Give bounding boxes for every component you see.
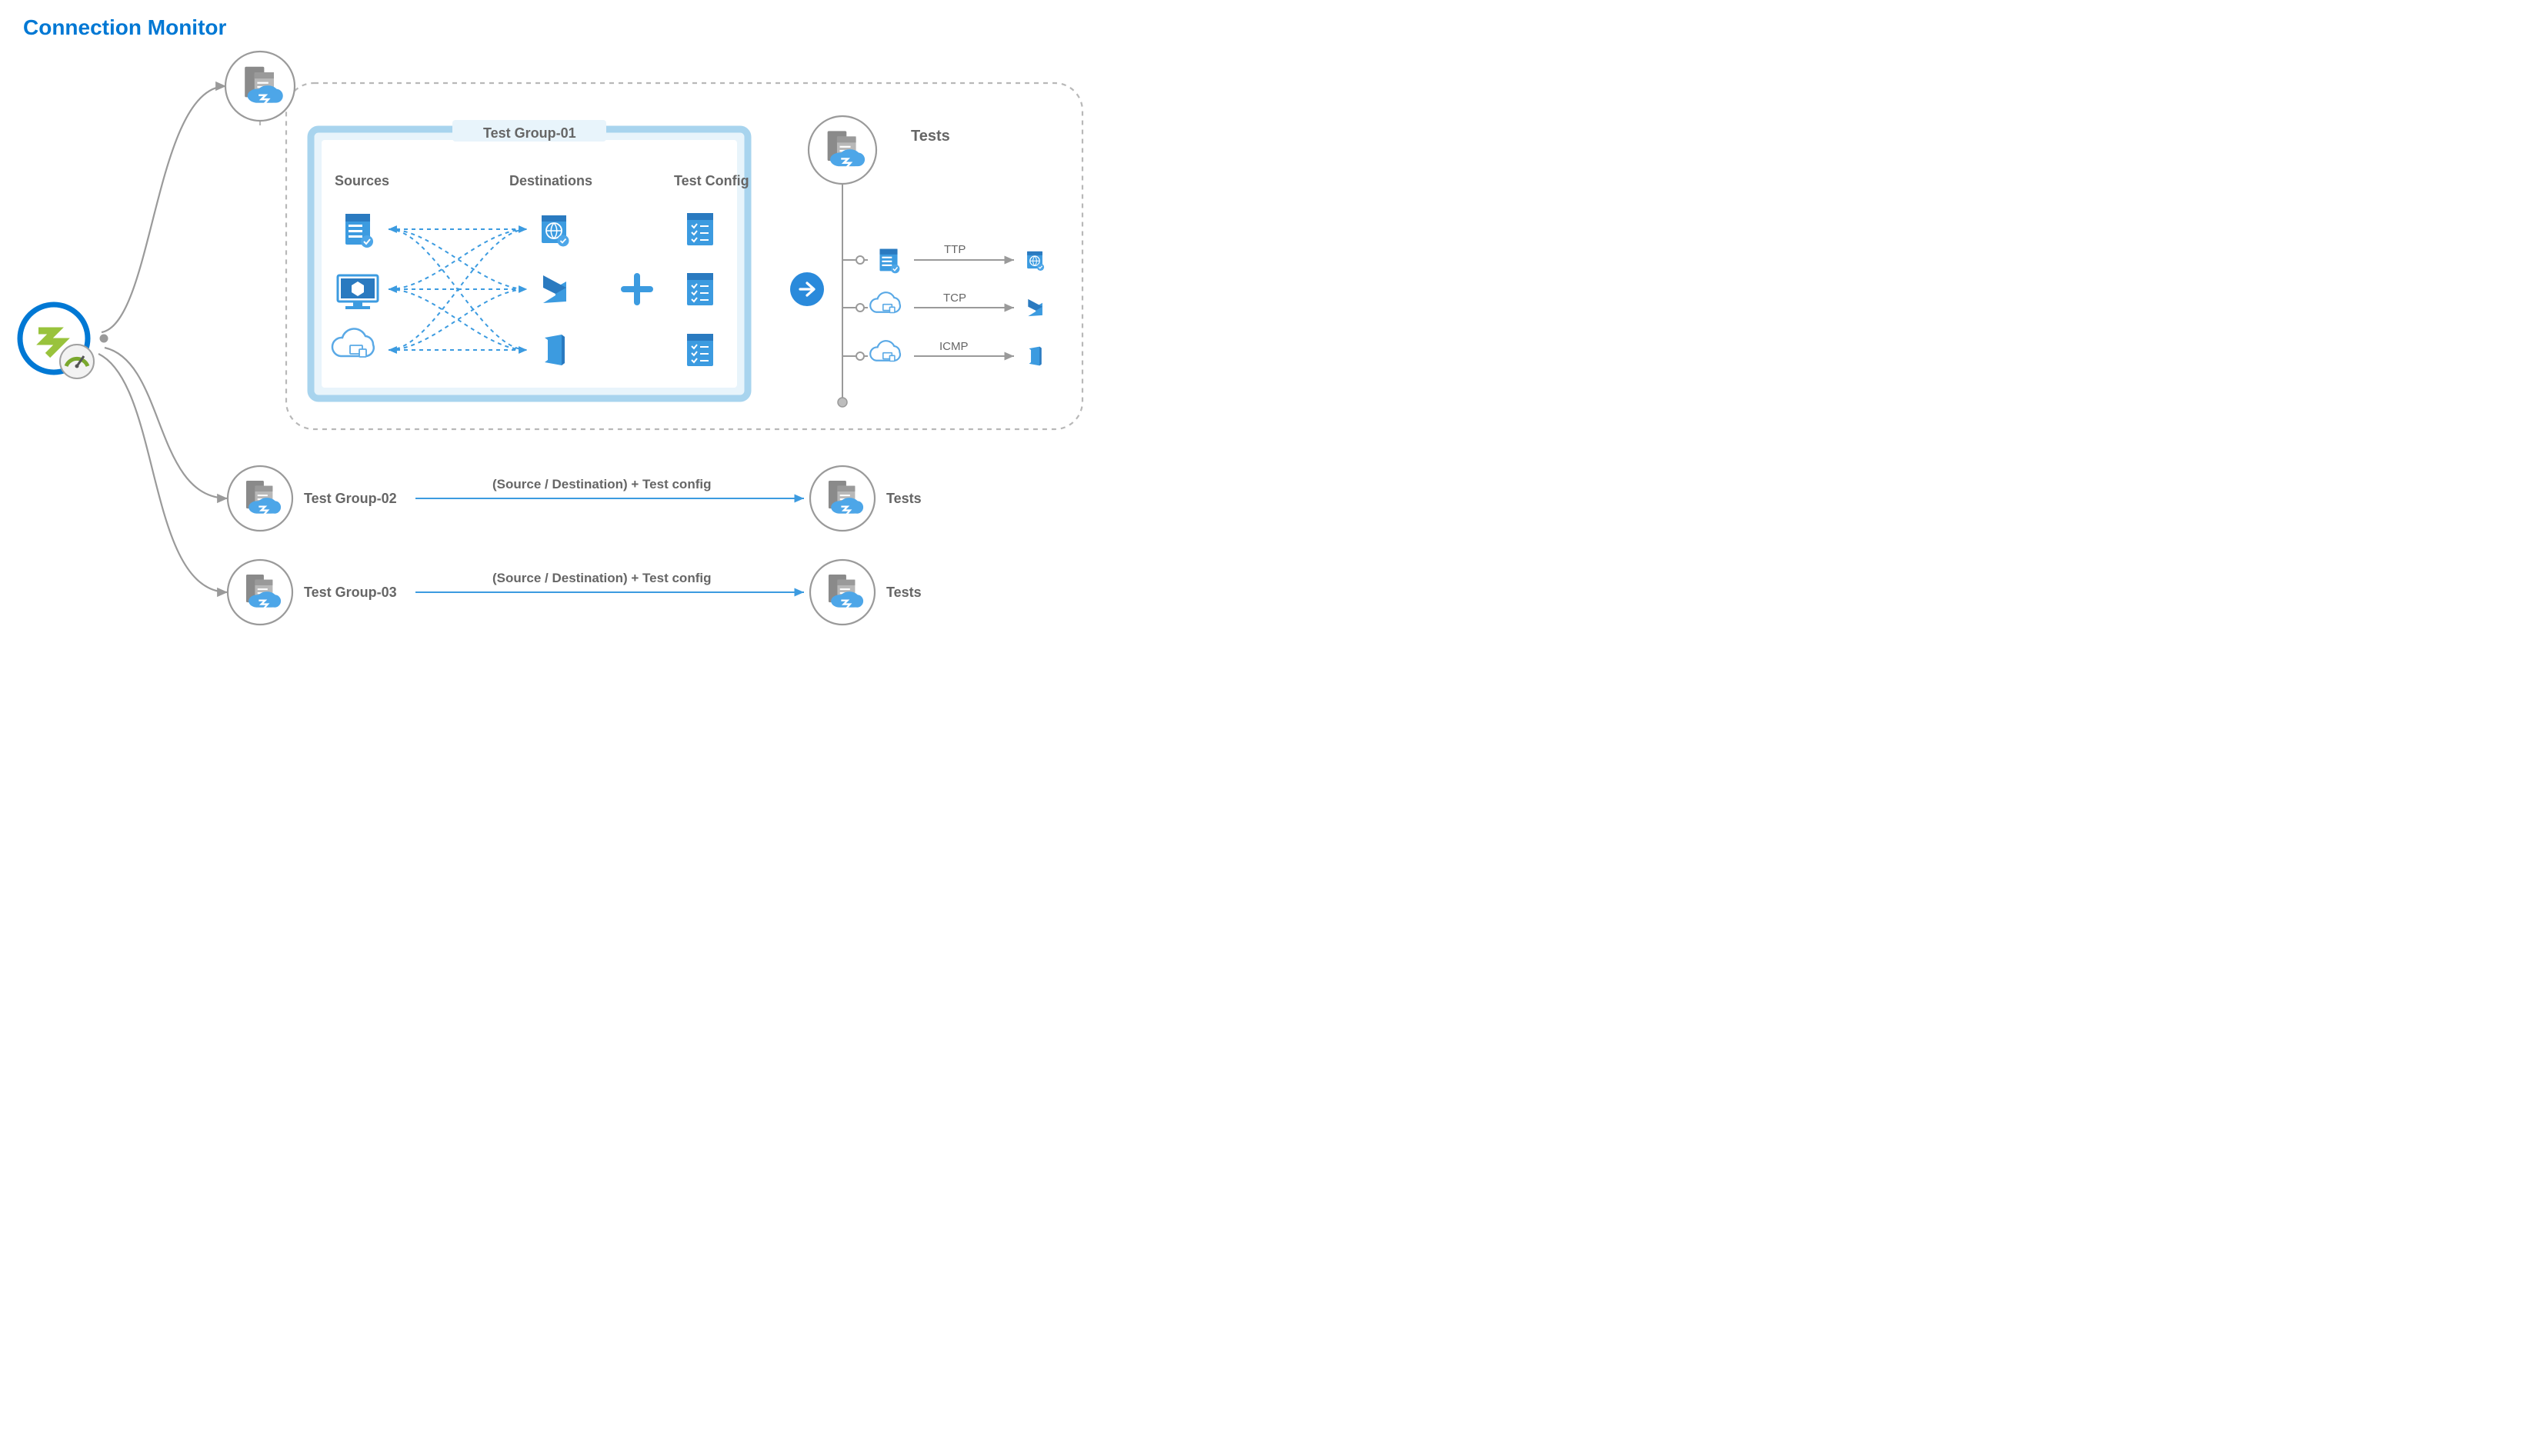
branch-origin-dot bbox=[100, 335, 108, 343]
tree-dst-globe-icon bbox=[1027, 252, 1044, 271]
branch-lines bbox=[98, 86, 228, 592]
test-group-03-label: Test Group-03 bbox=[304, 585, 397, 601]
arrow-circle-icon bbox=[790, 272, 824, 306]
arrow-3-label: (Source / Destination) + Test config bbox=[492, 571, 711, 586]
dest-globe-check-icon bbox=[542, 215, 569, 247]
config-icons bbox=[687, 213, 713, 366]
test-group-02-label: Test Group-02 bbox=[304, 491, 397, 507]
tree-src-cloud-1-icon bbox=[870, 292, 900, 312]
arrow-2-label: (Source / Destination) + Test config bbox=[492, 477, 711, 492]
source-server-check-icon bbox=[345, 214, 373, 248]
tcp-label: TCP bbox=[943, 292, 966, 305]
sources-label: Sources bbox=[335, 173, 389, 189]
test-group-01-label: Test Group-01 bbox=[483, 125, 576, 142]
tests-3-label: Tests bbox=[886, 585, 922, 601]
tree-dst-office-icon bbox=[1029, 347, 1042, 366]
diagram-svg bbox=[0, 0, 1112, 642]
tests-tree bbox=[838, 185, 1014, 407]
ttp-label: TTP bbox=[944, 243, 966, 256]
tests-1-label: Tests bbox=[911, 128, 950, 145]
test-config-label: Test Config bbox=[674, 173, 749, 189]
tests-2-label: Tests bbox=[886, 491, 922, 507]
monitor-node-icon bbox=[20, 305, 94, 378]
destinations-label: Destinations bbox=[509, 173, 592, 189]
tree-src-server-check-icon bbox=[879, 249, 899, 274]
test-group-01-panel bbox=[311, 120, 748, 398]
icmp-label: ICMP bbox=[939, 340, 969, 353]
tree-dst-dynamics-icon bbox=[1028, 299, 1042, 316]
tree-src-cloud-2-icon bbox=[870, 341, 900, 361]
